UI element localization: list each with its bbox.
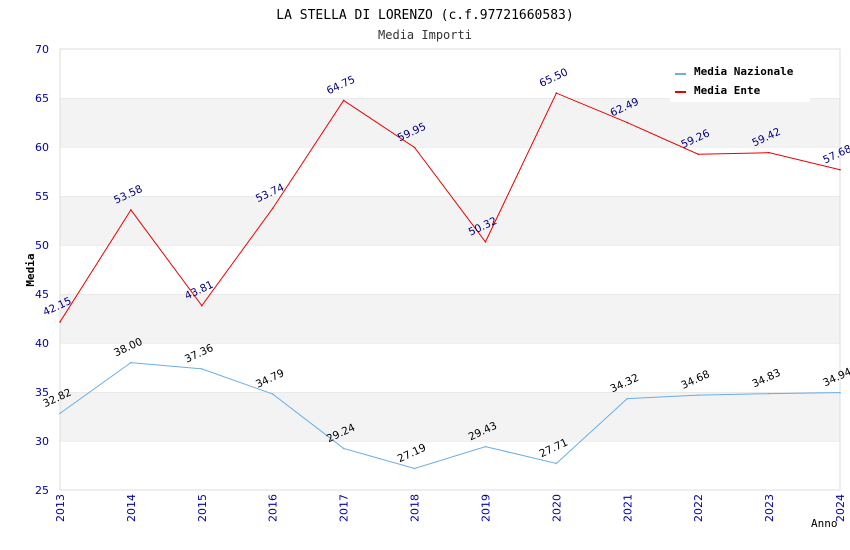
grid-band xyxy=(60,98,840,147)
x-axis-label: Anno xyxy=(811,517,838,530)
y-tick-label: 40 xyxy=(35,337,49,350)
data-point-media-nazionale xyxy=(555,462,558,465)
data-point-media-ente xyxy=(839,168,841,171)
x-tick-label: 2024 xyxy=(834,494,847,522)
y-tick-label: 70 xyxy=(35,43,49,56)
x-tick-label: 2018 xyxy=(409,494,422,522)
data-point-media-nazionale xyxy=(271,393,274,395)
grid-band xyxy=(60,343,840,392)
data-point-media-ente xyxy=(59,321,61,323)
data-point-media-ente xyxy=(130,209,132,211)
x-tick-label: 2019 xyxy=(479,494,492,522)
data-point-media-ente xyxy=(626,121,629,124)
data-point-media-nazionale xyxy=(342,447,345,450)
y-tick-label: 35 xyxy=(35,386,49,399)
y-tick-label: 55 xyxy=(35,190,49,203)
x-tick-label: 2016 xyxy=(267,494,280,522)
data-point-media-nazionale xyxy=(201,368,203,370)
series-line-media-ente xyxy=(59,92,841,323)
legend-box xyxy=(670,58,810,102)
chart-subtitle: Media Importi xyxy=(378,28,472,42)
data-point-media-ente xyxy=(271,207,274,210)
data-point-media-nazionale xyxy=(130,361,132,364)
data-point-media-nazionale xyxy=(839,391,841,394)
y-axis-label: Media xyxy=(24,253,37,286)
grid-band xyxy=(60,245,840,294)
data-point-media-ente xyxy=(413,146,416,149)
data-point-media-ente xyxy=(342,99,345,102)
grid-band xyxy=(60,147,840,196)
plot-area xyxy=(59,48,841,491)
chart-title: LA STELLA DI LORENZO (c.f.97721660583) xyxy=(276,8,573,23)
y-tick-label: 65 xyxy=(35,92,49,105)
data-point-media-nazionale xyxy=(413,467,416,470)
grid-band xyxy=(60,441,840,490)
y-tick-label: 45 xyxy=(35,288,49,301)
grid-band xyxy=(60,196,840,245)
data-point-media-ente xyxy=(555,92,558,94)
grid-band xyxy=(60,392,840,441)
y-axis-ticks: 25 30 35 40 45 50 55 60 65 70 xyxy=(35,43,49,497)
y-tick-label: 60 xyxy=(35,141,49,154)
x-tick-label: 2013 xyxy=(54,494,67,522)
data-point-media-nazionale xyxy=(484,445,487,448)
x-tick-label: 2020 xyxy=(550,494,563,522)
data-point-media-nazionale xyxy=(768,392,770,395)
x-tick-label: 2014 xyxy=(125,494,138,522)
series-line-media-nazionale xyxy=(59,362,841,470)
legend-label-media-nazionale: Media Nazionale xyxy=(694,65,794,78)
grid-bands xyxy=(60,48,840,490)
data-point-media-ente xyxy=(484,241,487,243)
data-point-media-nazionale xyxy=(626,397,629,400)
grid-band xyxy=(60,294,840,343)
data-point-media-ente xyxy=(768,151,770,154)
x-axis-ticks: 2013 2014 2015 2016 2017 2018 2019 2020 2021 2022… xyxy=(54,494,847,522)
data-point-media-ente xyxy=(697,153,699,156)
x-tick-label: 2021 xyxy=(621,494,634,522)
data-point-media-ente xyxy=(201,304,203,307)
data-point-media-nazionale xyxy=(59,412,61,415)
y-tick-label: 25 xyxy=(35,484,49,497)
x-tick-label: 2017 xyxy=(338,494,351,522)
legend: Media Nazionale Media Ente xyxy=(670,58,810,102)
x-tick-label: 2023 xyxy=(763,494,776,522)
y-tick-label: 30 xyxy=(35,435,49,448)
y-tick-label: 50 xyxy=(35,239,49,252)
x-tick-label: 2015 xyxy=(196,494,209,522)
legend-label-media-ente: Media Ente xyxy=(694,84,761,97)
plot-frame xyxy=(59,48,841,491)
data-point-media-nazionale xyxy=(697,394,699,396)
x-tick-label: 2022 xyxy=(692,494,705,522)
